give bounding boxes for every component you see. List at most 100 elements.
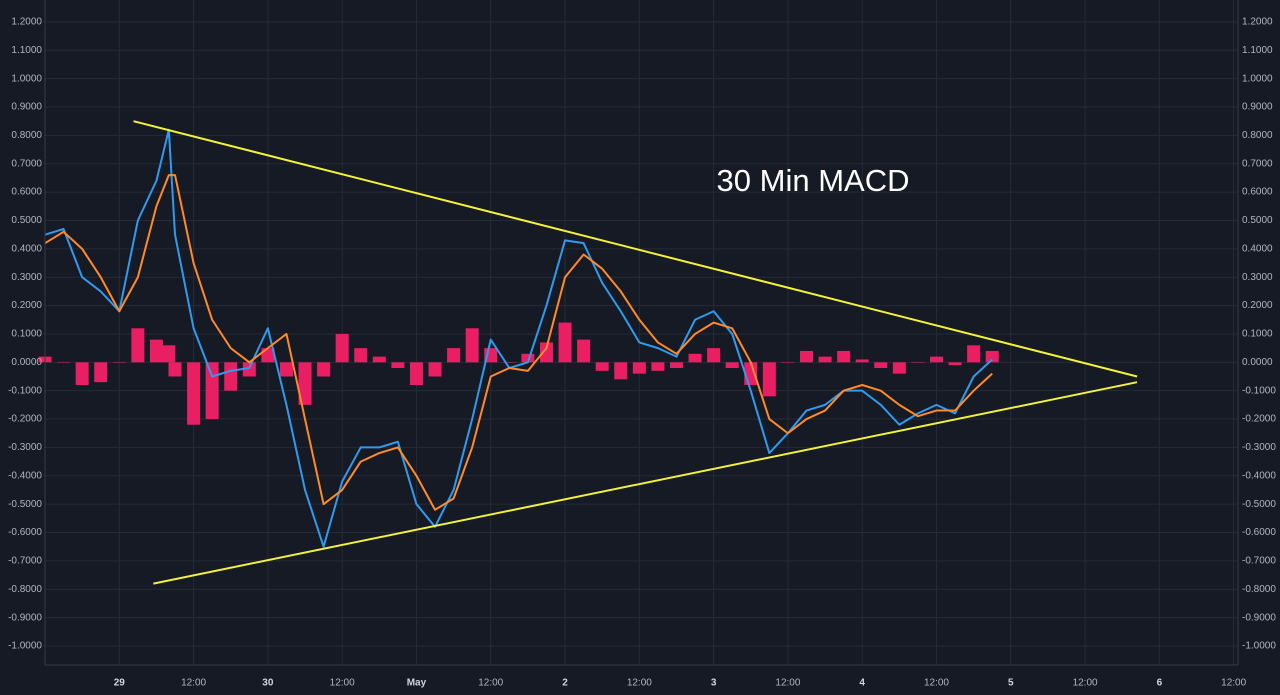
y-tick-label: 0.8000 bbox=[11, 130, 42, 141]
x-tick-label: 12:00 bbox=[181, 678, 206, 689]
annotation: 30 Min MACD bbox=[717, 163, 910, 198]
y-tick-label: 1.1000 bbox=[11, 45, 42, 56]
histogram-bar bbox=[131, 328, 145, 363]
histogram-bar bbox=[335, 333, 349, 363]
y-tick-label: 1.2000 bbox=[11, 17, 42, 28]
y-tick-label: -0.2000 bbox=[8, 414, 42, 425]
histogram-bar bbox=[391, 362, 405, 368]
y-tick-label: 0.4000 bbox=[11, 243, 42, 254]
y-tick-label-right: -0.9000 bbox=[1242, 612, 1276, 623]
histogram-bar bbox=[818, 356, 832, 363]
histogram-bar bbox=[651, 362, 665, 371]
y-tick-label-right: 0.4000 bbox=[1242, 243, 1273, 254]
histogram-bar bbox=[502, 362, 516, 363]
macd-line bbox=[44, 174, 993, 511]
y-tick-label-right: 0.2000 bbox=[1242, 300, 1273, 311]
y-tick-label: 0.3000 bbox=[11, 272, 42, 283]
x-tick-label: 3 bbox=[711, 678, 717, 689]
histogram-bar bbox=[168, 362, 182, 377]
x-tick-label: 30 bbox=[262, 678, 274, 689]
y-tick-label: -0.9000 bbox=[8, 612, 42, 623]
histogram-bar bbox=[57, 362, 71, 363]
y-tick-label-right: 0.3000 bbox=[1242, 272, 1273, 283]
histogram-bar bbox=[409, 362, 423, 386]
histogram-bar bbox=[707, 348, 721, 363]
x-tick-label: 6 bbox=[1157, 678, 1163, 689]
y-tick-label-right: -0.1000 bbox=[1242, 385, 1276, 396]
histogram-bar bbox=[669, 362, 683, 368]
histogram-bar bbox=[162, 345, 176, 363]
histogram-bar bbox=[75, 362, 89, 386]
histogram-bar bbox=[187, 362, 201, 425]
histogram-bar bbox=[985, 350, 999, 363]
histogram-bar bbox=[521, 353, 535, 363]
y-tick-label-right: 0.7000 bbox=[1242, 158, 1273, 169]
y-tick-label-right: 0.0000 bbox=[1242, 357, 1273, 368]
y-tick-label: -0.3000 bbox=[8, 442, 42, 453]
x-tick-label: 2 bbox=[562, 678, 568, 689]
y-tick-label-right: 1.2000 bbox=[1242, 17, 1273, 28]
histogram-bar bbox=[94, 362, 108, 383]
histogram-bar bbox=[447, 348, 461, 363]
y-tick-label: -0.1000 bbox=[8, 385, 42, 396]
y-tick-label: 1.0000 bbox=[11, 73, 42, 84]
y-tick-label: 0.9000 bbox=[11, 102, 42, 113]
histogram-bar bbox=[929, 356, 944, 363]
histogram-bar bbox=[317, 362, 331, 377]
x-tick-label: 12:00 bbox=[775, 678, 800, 689]
x-tick-label: 5 bbox=[1008, 678, 1014, 689]
histogram-bar bbox=[354, 348, 368, 363]
plot bbox=[38, 120, 1138, 585]
trendline bbox=[153, 381, 1138, 585]
trendline bbox=[133, 120, 1138, 378]
y-tick-label-right: -0.2000 bbox=[1242, 414, 1276, 425]
x-tick-label: 4 bbox=[859, 678, 865, 689]
y-tick-label-right: 0.5000 bbox=[1242, 215, 1273, 226]
histogram-bar bbox=[372, 356, 386, 363]
y-tick-label-right: -0.5000 bbox=[1242, 499, 1276, 510]
y-tick-label-right: 1.1000 bbox=[1242, 45, 1273, 56]
y-tick-label: 0.0000 bbox=[11, 357, 42, 368]
y-tick-label-right: 0.9000 bbox=[1242, 102, 1273, 113]
histogram-bar bbox=[688, 353, 702, 363]
y-tick-label-right: -0.7000 bbox=[1242, 556, 1276, 567]
y-tick-label: 0.1000 bbox=[11, 329, 42, 340]
histogram-bar bbox=[762, 362, 776, 397]
y-tick-label-right: -0.8000 bbox=[1242, 584, 1276, 595]
y-tick-label-right: -0.4000 bbox=[1242, 470, 1276, 481]
y-tick-label: 0.5000 bbox=[11, 215, 42, 226]
y-tick-label-right: 0.8000 bbox=[1242, 130, 1273, 141]
x-tick-label: 12:00 bbox=[1073, 678, 1098, 689]
y-tick-label-right: 0.1000 bbox=[1242, 329, 1273, 340]
x-tick-label: 12:00 bbox=[330, 678, 355, 689]
histogram-bar bbox=[632, 362, 646, 374]
histogram-bar bbox=[911, 362, 925, 363]
y-tick-label: -0.5000 bbox=[8, 499, 42, 510]
y-tick-label: -0.7000 bbox=[8, 556, 42, 567]
histogram-bar bbox=[948, 362, 962, 366]
histogram-bar bbox=[539, 342, 553, 363]
histogram-bar bbox=[892, 362, 906, 374]
x-tick-label: 12:00 bbox=[478, 678, 503, 689]
histogram-bar bbox=[224, 362, 238, 391]
x-tick-label: 12:00 bbox=[1221, 678, 1246, 689]
x-tick-label: 12:00 bbox=[627, 678, 652, 689]
y-tick-label-right: -0.3000 bbox=[1242, 442, 1276, 453]
y-tick-label: 0.2000 bbox=[11, 300, 42, 311]
y-tick-label-right: -0.6000 bbox=[1242, 527, 1276, 538]
histogram-bar bbox=[855, 359, 869, 363]
histogram-bar bbox=[279, 362, 293, 377]
histogram-bar bbox=[725, 362, 739, 368]
histogram-bar bbox=[799, 350, 813, 363]
x-tick-label: May bbox=[407, 678, 427, 689]
histogram-bar bbox=[577, 339, 591, 363]
y-tick-label-right: 1.0000 bbox=[1242, 73, 1273, 84]
histogram-bar bbox=[465, 328, 479, 363]
histogram-bar bbox=[614, 362, 628, 380]
histogram-bar bbox=[967, 345, 981, 363]
y-tick-label: -1.0000 bbox=[8, 641, 42, 652]
histogram-bar bbox=[874, 362, 888, 368]
histogram-bar bbox=[781, 362, 795, 363]
